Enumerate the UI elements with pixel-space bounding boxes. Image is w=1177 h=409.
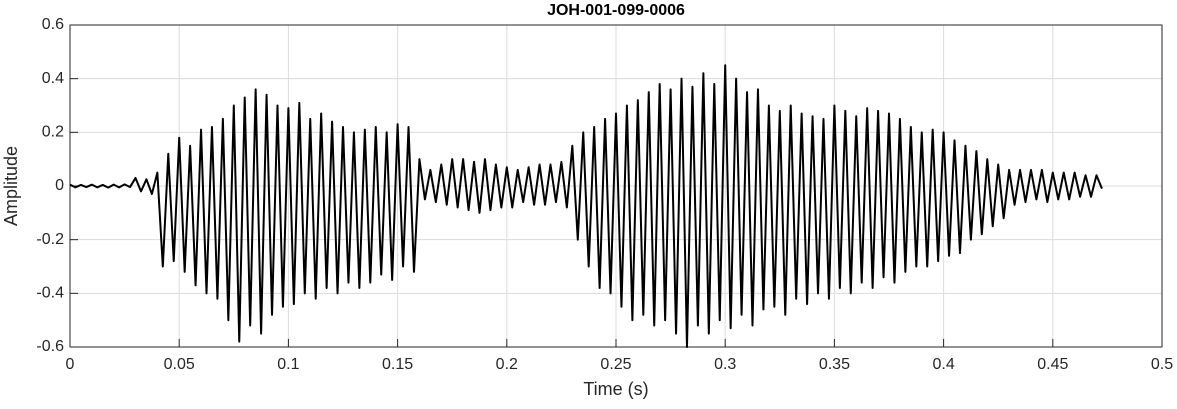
x-tick-label: 0.35 <box>819 356 850 373</box>
x-axis-label: Time (s) <box>583 379 648 399</box>
x-tick-label: 0.2 <box>496 356 518 373</box>
plot-frame <box>69 24 1163 348</box>
x-tick-label: 0.15 <box>382 356 413 373</box>
y-tick-label: 0 <box>55 177 64 194</box>
y-tick-label: -0.6 <box>36 338 64 355</box>
x-tick-label: 0.1 <box>277 356 299 373</box>
x-tick-label: 0.45 <box>1037 356 1068 373</box>
y-tick-label: 0.4 <box>42 70 64 87</box>
x-tick-label: 0.5 <box>1151 356 1173 373</box>
waveform-line <box>69 64 1103 348</box>
x-tick-label: 0.4 <box>932 356 954 373</box>
chart-title: JOH-001-099-0006 <box>547 2 685 19</box>
x-tick-label: 0 <box>66 356 75 373</box>
x-tick-label: 0.3 <box>714 356 736 373</box>
y-tick-label: -0.4 <box>36 285 64 302</box>
y-tick-label: 0.2 <box>42 124 64 141</box>
y-tick-label: -0.2 <box>36 231 64 248</box>
x-tick-label: 0.05 <box>164 356 195 373</box>
y-tick-label: 0.6 <box>42 16 64 33</box>
x-tick-label: 0.25 <box>600 356 631 373</box>
y-axis-label: Amplitude <box>1 146 21 226</box>
